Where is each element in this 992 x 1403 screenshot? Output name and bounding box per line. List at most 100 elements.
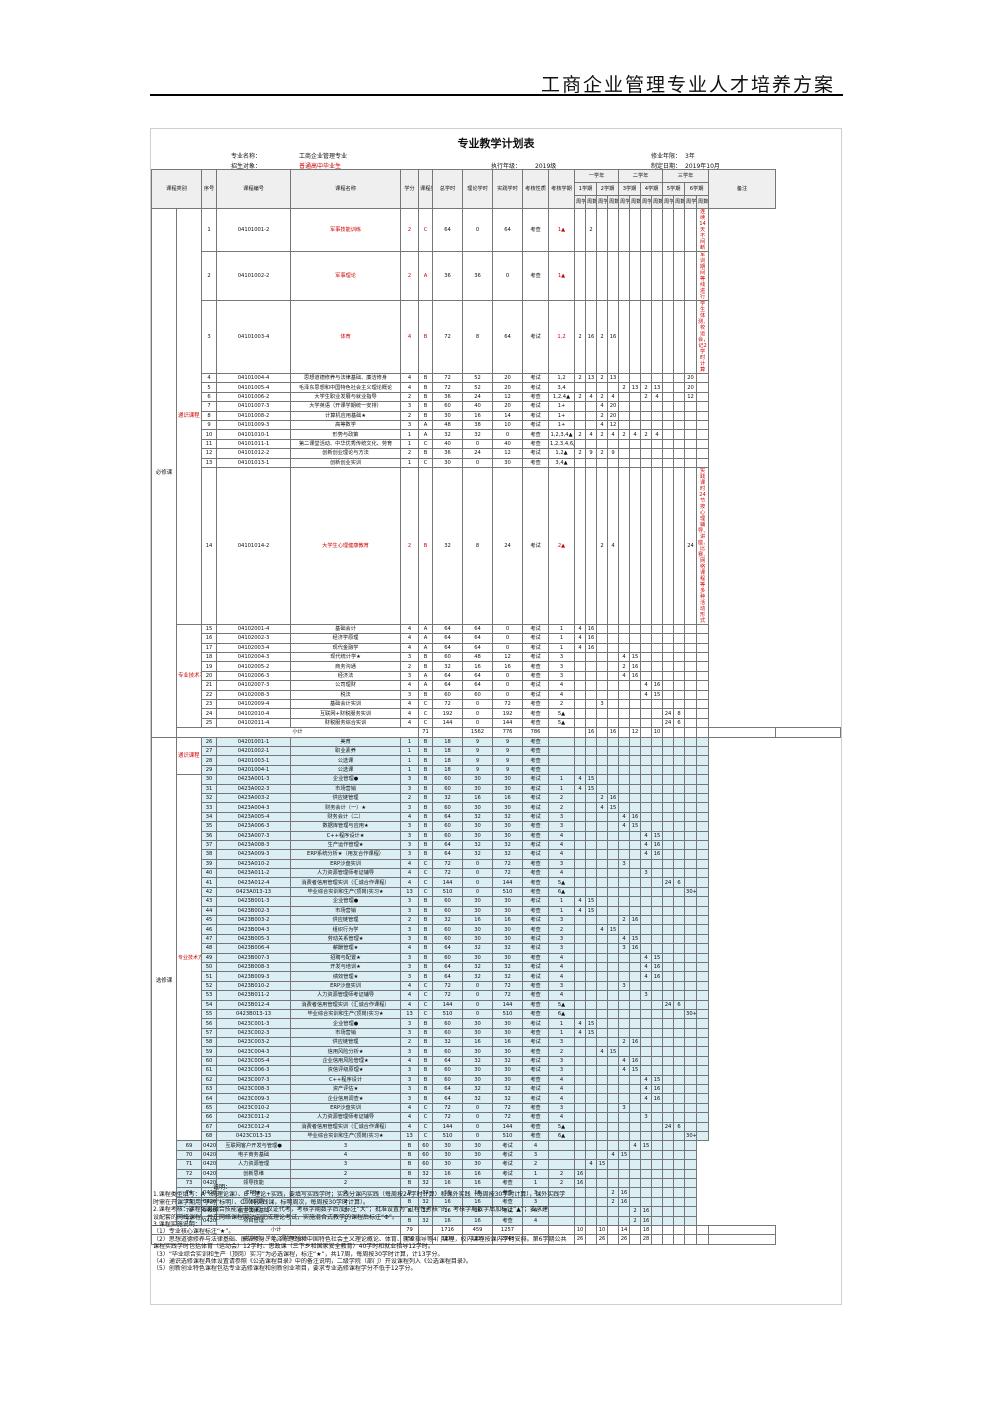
- table-cell: [673, 1008, 686, 1020]
- course-name-cell: ERP沙盘实训: [290, 980, 402, 992]
- table-cell: 786: [522, 727, 550, 738]
- course-name-cell: 基础会计实训: [290, 699, 402, 710]
- table-cell: C: [418, 990, 434, 1001]
- table-cell: 4: [618, 933, 631, 945]
- table-cell: 16: [432, 1168, 464, 1179]
- table-cell: 60: [418, 1149, 434, 1161]
- table-cell: 42: [201, 886, 218, 898]
- table-cell: 144: [492, 999, 524, 1010]
- table-cell: [618, 438, 631, 450]
- table-cell: [662, 1130, 675, 1142]
- table-cell: 2: [596, 372, 609, 384]
- table-cell: [432, 727, 464, 738]
- table-cell: 考查: [522, 830, 550, 841]
- table-cell: [651, 1065, 664, 1076]
- table-cell: [607, 868, 620, 879]
- table-cell: 考试: [522, 419, 550, 431]
- table-cell: [673, 419, 686, 431]
- col-sem4: 4学期: [640, 182, 664, 196]
- table-cell: [673, 1102, 686, 1114]
- table-cell: [585, 811, 598, 823]
- table-cell: 3: [618, 943, 631, 954]
- table-cell: 04204004-2: [201, 1168, 218, 1179]
- table-cell: [651, 438, 664, 450]
- table-row: 51 0423B009-3 绩效管理★ 3 B 64 32 32 考试 4 4 16: [152, 971, 841, 982]
- table-cell: [618, 736, 631, 748]
- table-cell: 0423A011-2: [216, 868, 292, 879]
- course-name-cell: 生产运作管理★: [290, 839, 402, 851]
- date-label: 制定日期：: [651, 163, 682, 170]
- table-cell: 30: [492, 924, 524, 935]
- table-cell: [673, 961, 686, 973]
- table-cell: [662, 208, 675, 252]
- table-cell: 2: [400, 448, 420, 459]
- table-cell: [629, 1121, 642, 1133]
- table-cell: 30: [432, 457, 464, 468]
- table-cell: 4: [400, 943, 420, 954]
- table-cell: 4: [585, 391, 598, 403]
- table-cell: 64: [201, 1093, 218, 1104]
- table-cell: 30: [462, 802, 494, 813]
- table-cell: [607, 999, 620, 1010]
- table-cell: [574, 251, 587, 301]
- table-cell: [596, 1121, 609, 1133]
- table-cell: 4: [290, 1149, 402, 1161]
- table-cell: [618, 708, 631, 719]
- table-cell: 3: [400, 839, 420, 851]
- table-cell: [662, 1037, 675, 1048]
- course-name-cell: ERP沙盘实训: [290, 1102, 402, 1114]
- table-cell: A: [418, 670, 434, 682]
- table-cell: 军训期间等线进行: [696, 251, 710, 301]
- table-cell: 18: [432, 745, 464, 757]
- table-cell: [684, 849, 698, 860]
- table-cell: 考试: [522, 971, 550, 982]
- table-cell: 32: [201, 792, 218, 804]
- table-cell: [618, 372, 631, 384]
- table-cell: [574, 670, 587, 682]
- table-cell: 0: [492, 633, 524, 644]
- course-name-cell: 创新创业理论与方法: [290, 448, 402, 459]
- table-cell: [673, 990, 686, 1001]
- table-cell: 15: [651, 952, 664, 963]
- table-cell: [574, 811, 587, 823]
- table-cell: 考试: [522, 811, 550, 823]
- table-cell: 32: [462, 839, 494, 851]
- table-cell: 学生体测、校运会，记2学时计算: [696, 300, 710, 374]
- table-cell: 3: [596, 699, 609, 710]
- table-cell: 04102005-2: [216, 661, 292, 672]
- table-cell: 16: [492, 1037, 524, 1048]
- table-cell: 64: [432, 961, 464, 973]
- table-row: 35 0423A006-3 数据库管理与应用★ 3 B 60 30 30 考查 3 4 15: [152, 821, 841, 832]
- table-cell: 12: [629, 727, 642, 738]
- table-cell: [585, 849, 598, 860]
- table-cell: B: [418, 943, 434, 954]
- table-cell: [548, 1149, 576, 1161]
- table-cell: 2: [548, 699, 576, 710]
- table-cell: [662, 670, 675, 682]
- table-cell: 3: [548, 980, 576, 992]
- table-cell: 16: [607, 300, 620, 374]
- table-cell: [640, 401, 653, 412]
- table-cell: 2: [596, 410, 609, 421]
- table-cell: 32: [492, 961, 524, 973]
- table-cell: 30: [462, 821, 494, 832]
- table-cell: 60: [432, 652, 464, 663]
- table-cell: [662, 438, 675, 450]
- table-cell: 1,2,3,4,6▲: [548, 438, 576, 450]
- table-cell: 3: [400, 952, 420, 963]
- table-cell: [596, 623, 609, 635]
- table-cell: [662, 914, 675, 926]
- table-cell: [651, 300, 664, 374]
- table-cell: [662, 1084, 675, 1095]
- course-name-cell: C++程序设计: [290, 1074, 402, 1086]
- table-cell: [548, 736, 576, 748]
- table-cell: 25: [201, 717, 218, 729]
- table-cell: [596, 774, 609, 785]
- course-name-cell: 消费者信用管理实训（汇诚合作课程）: [290, 1121, 402, 1133]
- table-cell: 30: [462, 1074, 494, 1086]
- table-cell: 15: [201, 623, 218, 635]
- table-cell: 30+17: [684, 886, 698, 898]
- table-cell: 15: [651, 830, 664, 841]
- table-cell: [696, 652, 710, 663]
- table-cell: 0: [462, 1008, 494, 1020]
